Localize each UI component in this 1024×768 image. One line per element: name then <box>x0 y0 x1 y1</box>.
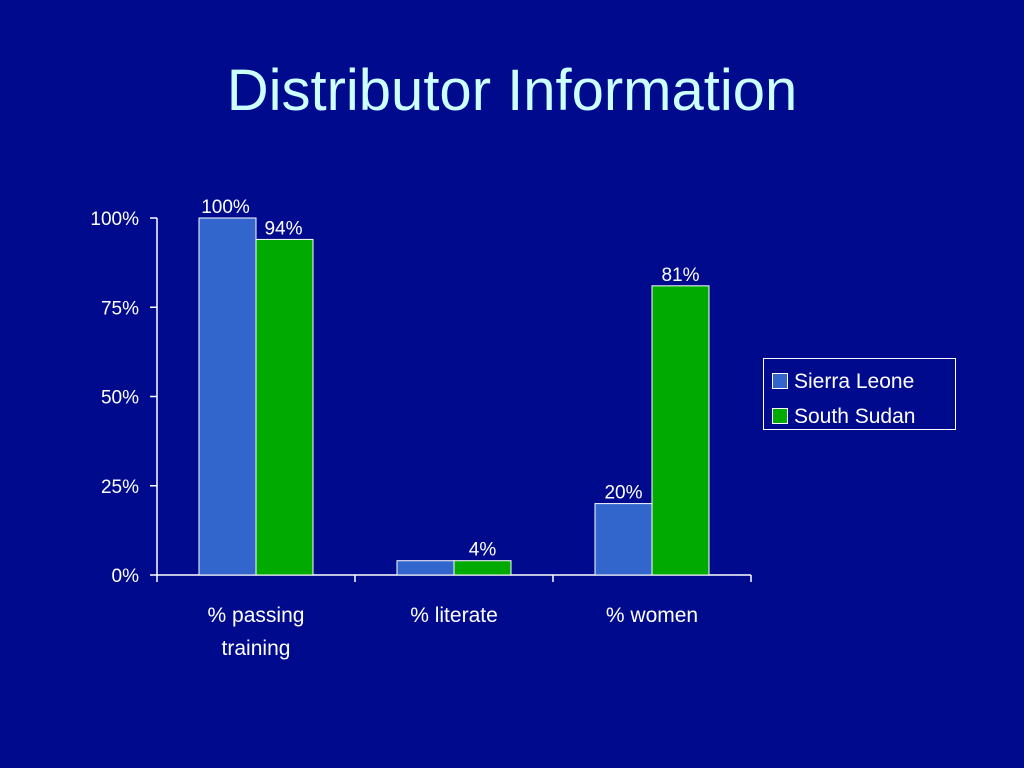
data-label: 20% <box>604 483 642 504</box>
y-tick-label: 0% <box>112 566 140 587</box>
x-category-label: % passing training <box>208 604 305 660</box>
y-tick-label: 75% <box>101 298 139 319</box>
y-axis: 0% 25% 50% 75% 100% <box>90 209 158 587</box>
slide-title: Distributor Information <box>226 58 798 123</box>
legend-label-south-sudan: South Sudan <box>794 404 916 428</box>
data-label: 100% <box>201 197 250 218</box>
bar-sierra-leone <box>198 217 257 576</box>
y-tick-label: 50% <box>101 388 139 409</box>
legend-item-sierra-leone: Sierra Leone <box>772 367 955 395</box>
category-labels: % passing training % literate % women <box>208 604 699 660</box>
data-label: 94% <box>264 218 302 239</box>
x-category-label-line: training <box>222 637 291 660</box>
legend-swatch-sierra-leone <box>772 373 788 389</box>
legend-label-sierra-leone: Sierra Leone <box>794 369 915 393</box>
y-tick-label: 25% <box>101 477 139 498</box>
bars <box>198 217 710 576</box>
legend: Sierra Leone South Sudan <box>763 358 956 430</box>
data-label: 4% <box>469 540 497 561</box>
x-category-label-line: % literate <box>410 604 498 627</box>
y-tick-label: 100% <box>90 209 139 230</box>
bar-south-sudan <box>255 238 314 576</box>
bar-sierra-leone <box>396 560 455 576</box>
bar-south-sudan <box>651 285 710 576</box>
legend-item-south-sudan: South Sudan <box>772 402 955 430</box>
data-labels: 100% 94% 4% 20% 81% <box>201 197 699 561</box>
data-label: 81% <box>661 265 699 286</box>
bar-sierra-leone <box>594 503 653 576</box>
bar-south-sudan <box>453 560 512 576</box>
x-category-label-line: % women <box>606 604 698 627</box>
x-axis <box>156 574 752 582</box>
x-category-label-line: % passing <box>208 604 305 627</box>
legend-swatch-south-sudan <box>772 408 788 424</box>
x-category-label: % literate <box>410 604 498 627</box>
x-category-label: % women <box>606 604 698 627</box>
